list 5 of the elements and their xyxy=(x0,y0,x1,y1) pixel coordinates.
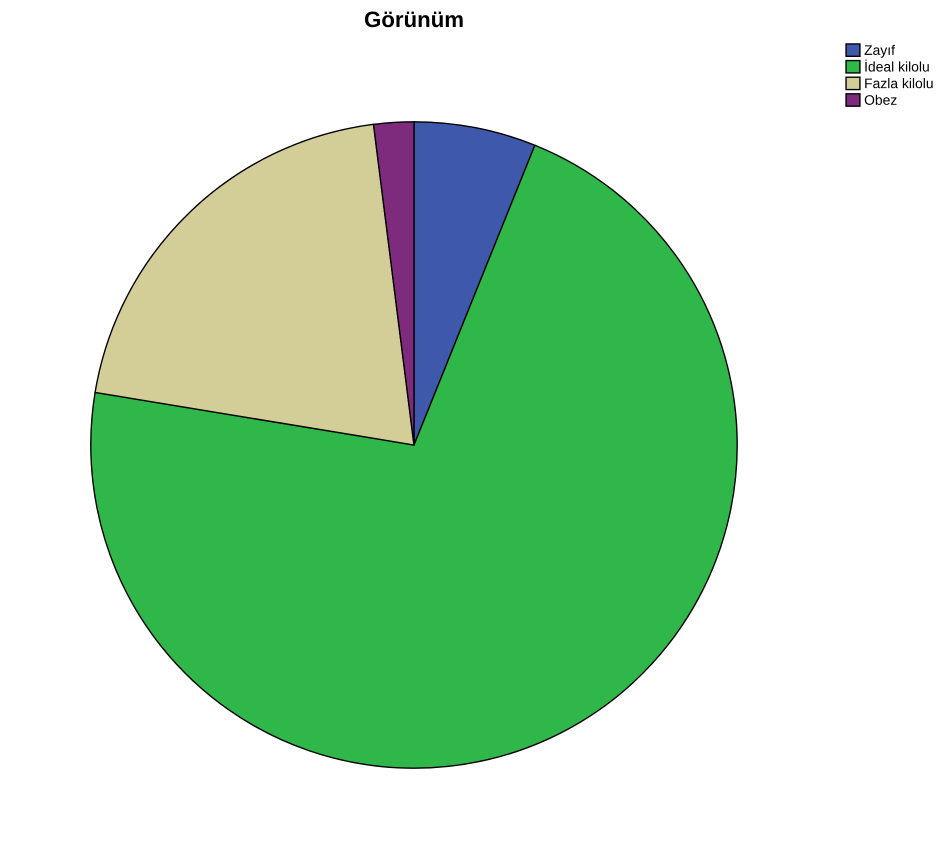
legend-label: Obez xyxy=(864,94,897,105)
legend-label: Fazla kilolu xyxy=(865,78,933,88)
chart-title: Görünüm xyxy=(364,12,463,28)
legend-label: İdeal kilolu xyxy=(865,59,929,72)
legend-label: Zayıf xyxy=(864,44,895,58)
